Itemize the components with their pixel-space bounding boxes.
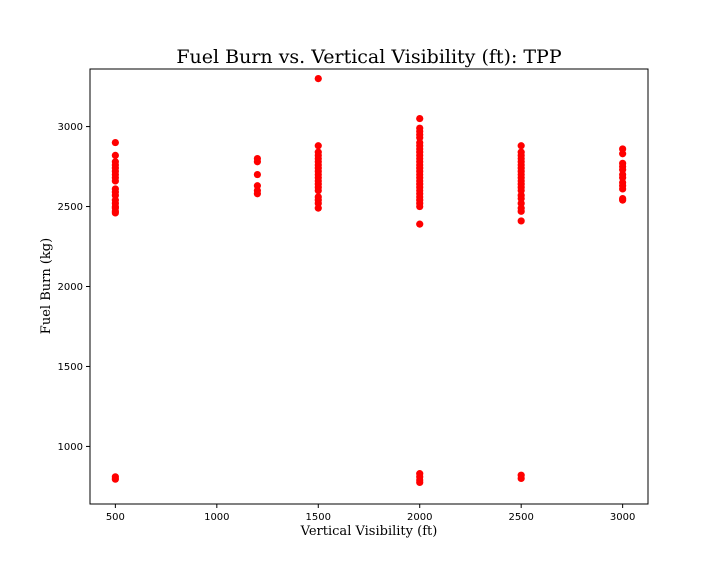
data-point	[517, 474, 525, 483]
x-tick-label: 1000	[204, 512, 229, 523]
data-points	[111, 74, 627, 487]
y-tick-label: 2000	[58, 282, 83, 293]
data-point	[111, 138, 119, 147]
y-tick-label: 3000	[58, 122, 83, 133]
data-point	[111, 151, 119, 159]
data-point	[253, 190, 261, 198]
x-tick-label: 2000	[407, 512, 432, 523]
y-tick-label: 1000	[58, 442, 83, 453]
data-point	[314, 186, 322, 195]
data-point	[416, 478, 424, 487]
axis-ticks: 500 1000 1500 2000 2500 3000 1000 1500 2000 2500 3…	[58, 122, 636, 523]
data-point	[314, 204, 322, 212]
data-point	[253, 170, 261, 179]
data-point	[314, 142, 322, 150]
data-point	[111, 177, 119, 185]
data-point	[111, 209, 119, 217]
x-tick-label: 3000	[610, 512, 635, 523]
data-point	[619, 196, 627, 204]
x-tick-label: 2500	[508, 512, 533, 523]
data-point	[111, 475, 119, 483]
y-tick-label: 1500	[58, 362, 83, 373]
data-point	[416, 202, 424, 211]
data-point	[619, 185, 627, 193]
data-point	[416, 114, 424, 123]
data-point	[253, 158, 261, 166]
y-tick-label: 2500	[58, 202, 83, 213]
data-point	[517, 217, 525, 225]
data-point	[619, 150, 627, 158]
data-point	[314, 74, 322, 83]
x-tick-label: 1500	[306, 512, 331, 523]
chart-title: Fuel Burn vs. Vertical Visibility (ft): …	[176, 46, 561, 68]
plot-frame	[89, 68, 649, 505]
data-point	[517, 207, 525, 215]
x-tick-label: 500	[106, 512, 125, 523]
y-axis-label: Fuel Burn (kg)	[39, 238, 54, 334]
data-point	[517, 142, 525, 150]
data-point	[416, 220, 424, 228]
x-axis-label: Vertical Visibility (ft)	[300, 524, 438, 539]
